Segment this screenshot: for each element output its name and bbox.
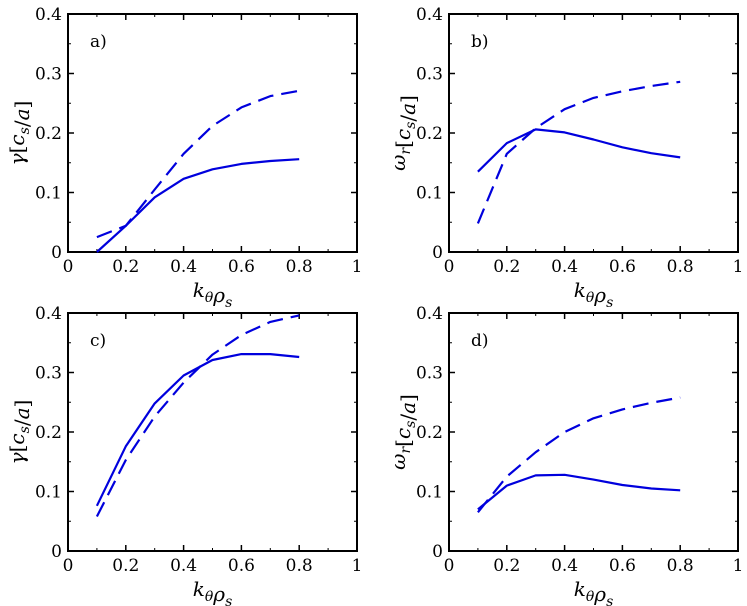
x-axis-label: kθρs xyxy=(574,278,614,311)
series-line-solid xyxy=(477,128,681,173)
series-line-dashed xyxy=(476,80,681,224)
y-tick-label: 0.4 xyxy=(35,5,62,25)
x-tick-label: 0 xyxy=(444,556,455,576)
x-tick-label: 0 xyxy=(444,257,455,277)
y-axis-label: γ[cs/a] xyxy=(5,101,34,166)
panel-b: 0 0.2 0.4 0.6 0.8 1 0 0.1 0.2 0.3 0.4 b) kθρs ωr[cs/a… xyxy=(386,5,743,311)
panel-label: b) xyxy=(471,32,489,52)
x-tick-label: 0.4 xyxy=(551,556,578,576)
panel-d: 0 0.2 0.4 0.6 0.8 1 0 0.1 0.2 0.3 0.4 d) kθρs ωr[cs/a… xyxy=(386,304,743,606)
y-tick-label: 0.4 xyxy=(416,304,443,324)
y-tick-label: 0.2 xyxy=(35,423,62,443)
y-tick-label: 0.1 xyxy=(416,184,443,204)
y-axis-label: ωr[cs/a] xyxy=(386,95,420,171)
plot-frame xyxy=(448,13,739,253)
x-tick-label: 0.2 xyxy=(493,257,520,277)
x-tick-label: 0.2 xyxy=(493,556,520,576)
y-tick-label: 0.3 xyxy=(416,65,443,85)
series-line-dashed xyxy=(95,314,300,518)
series-line-solid xyxy=(95,353,300,507)
x-tick-label: 0.6 xyxy=(609,556,636,576)
x-tick-label: 0 xyxy=(63,257,74,277)
x-tick-label: 1 xyxy=(352,556,363,576)
x-tick-label: 0.8 xyxy=(286,257,313,277)
x-tick-label: 0.8 xyxy=(667,257,694,277)
y-tick-label: 0.3 xyxy=(416,364,443,384)
x-tick-label: 0.6 xyxy=(609,257,636,277)
panel-a: 0 0.2 0.4 0.6 0.8 1 0 0.1 0.2 0.3 0.4 a) kθρs γ[cs/a] xyxy=(5,5,362,311)
plot-frame xyxy=(67,13,358,253)
x-tick-label: 0.8 xyxy=(667,556,694,576)
y-tick-label: 0.2 xyxy=(35,124,62,144)
panel-label: d) xyxy=(471,331,489,351)
y-tick-label: 0 xyxy=(432,243,443,263)
series-line-dashed xyxy=(96,89,300,239)
x-tick-label: 0.4 xyxy=(170,556,197,576)
x-tick-label: 0.8 xyxy=(286,556,313,576)
x-axis-label: kθρs xyxy=(193,577,233,606)
panel-label: a) xyxy=(90,32,107,52)
y-tick-label: 0.1 xyxy=(35,483,62,503)
y-tick-label: 0.1 xyxy=(35,184,62,204)
x-tick-label: 0.6 xyxy=(228,556,255,576)
x-tick-label: 0.2 xyxy=(112,257,139,277)
x-tick-label: 0.4 xyxy=(170,257,197,277)
y-tick-label: 0.2 xyxy=(416,423,443,443)
series-line-solid xyxy=(96,158,300,253)
series-line-dashed xyxy=(477,396,681,513)
panel-label: c) xyxy=(90,331,106,351)
y-tick-label: 0.2 xyxy=(416,124,443,144)
x-tick-label: 0.4 xyxy=(551,257,578,277)
x-tick-label: 0.6 xyxy=(228,257,255,277)
y-axis-label: ωr[cs/a] xyxy=(386,394,420,470)
y-axis-label: γ[cs/a] xyxy=(5,400,34,465)
x-tick-label: 1 xyxy=(733,257,744,277)
x-axis-label: kθρs xyxy=(574,577,614,606)
x-tick-label: 0.2 xyxy=(112,556,139,576)
x-axis-label: kθρs xyxy=(193,278,233,311)
plot-frame xyxy=(67,312,358,552)
y-tick-label: 0 xyxy=(51,243,62,263)
series-line-solid xyxy=(477,473,681,511)
y-tick-label: 0.3 xyxy=(35,364,62,384)
y-tick-label: 0.4 xyxy=(416,5,443,25)
y-tick-label: 0.1 xyxy=(416,483,443,503)
x-tick-label: 0 xyxy=(63,556,74,576)
y-tick-label: 0 xyxy=(432,542,443,562)
y-tick-label: 0.3 xyxy=(35,65,62,85)
y-tick-label: 0 xyxy=(51,542,62,562)
plot-frame xyxy=(448,312,739,552)
y-tick-label: 0.4 xyxy=(35,304,62,324)
x-tick-label: 1 xyxy=(352,257,363,277)
panel-c: 0 0.2 0.4 0.6 0.8 1 0 0.1 0.2 0.3 0.4 c) kθρs γ[cs/a] xyxy=(5,304,362,606)
x-tick-label: 1 xyxy=(733,556,744,576)
